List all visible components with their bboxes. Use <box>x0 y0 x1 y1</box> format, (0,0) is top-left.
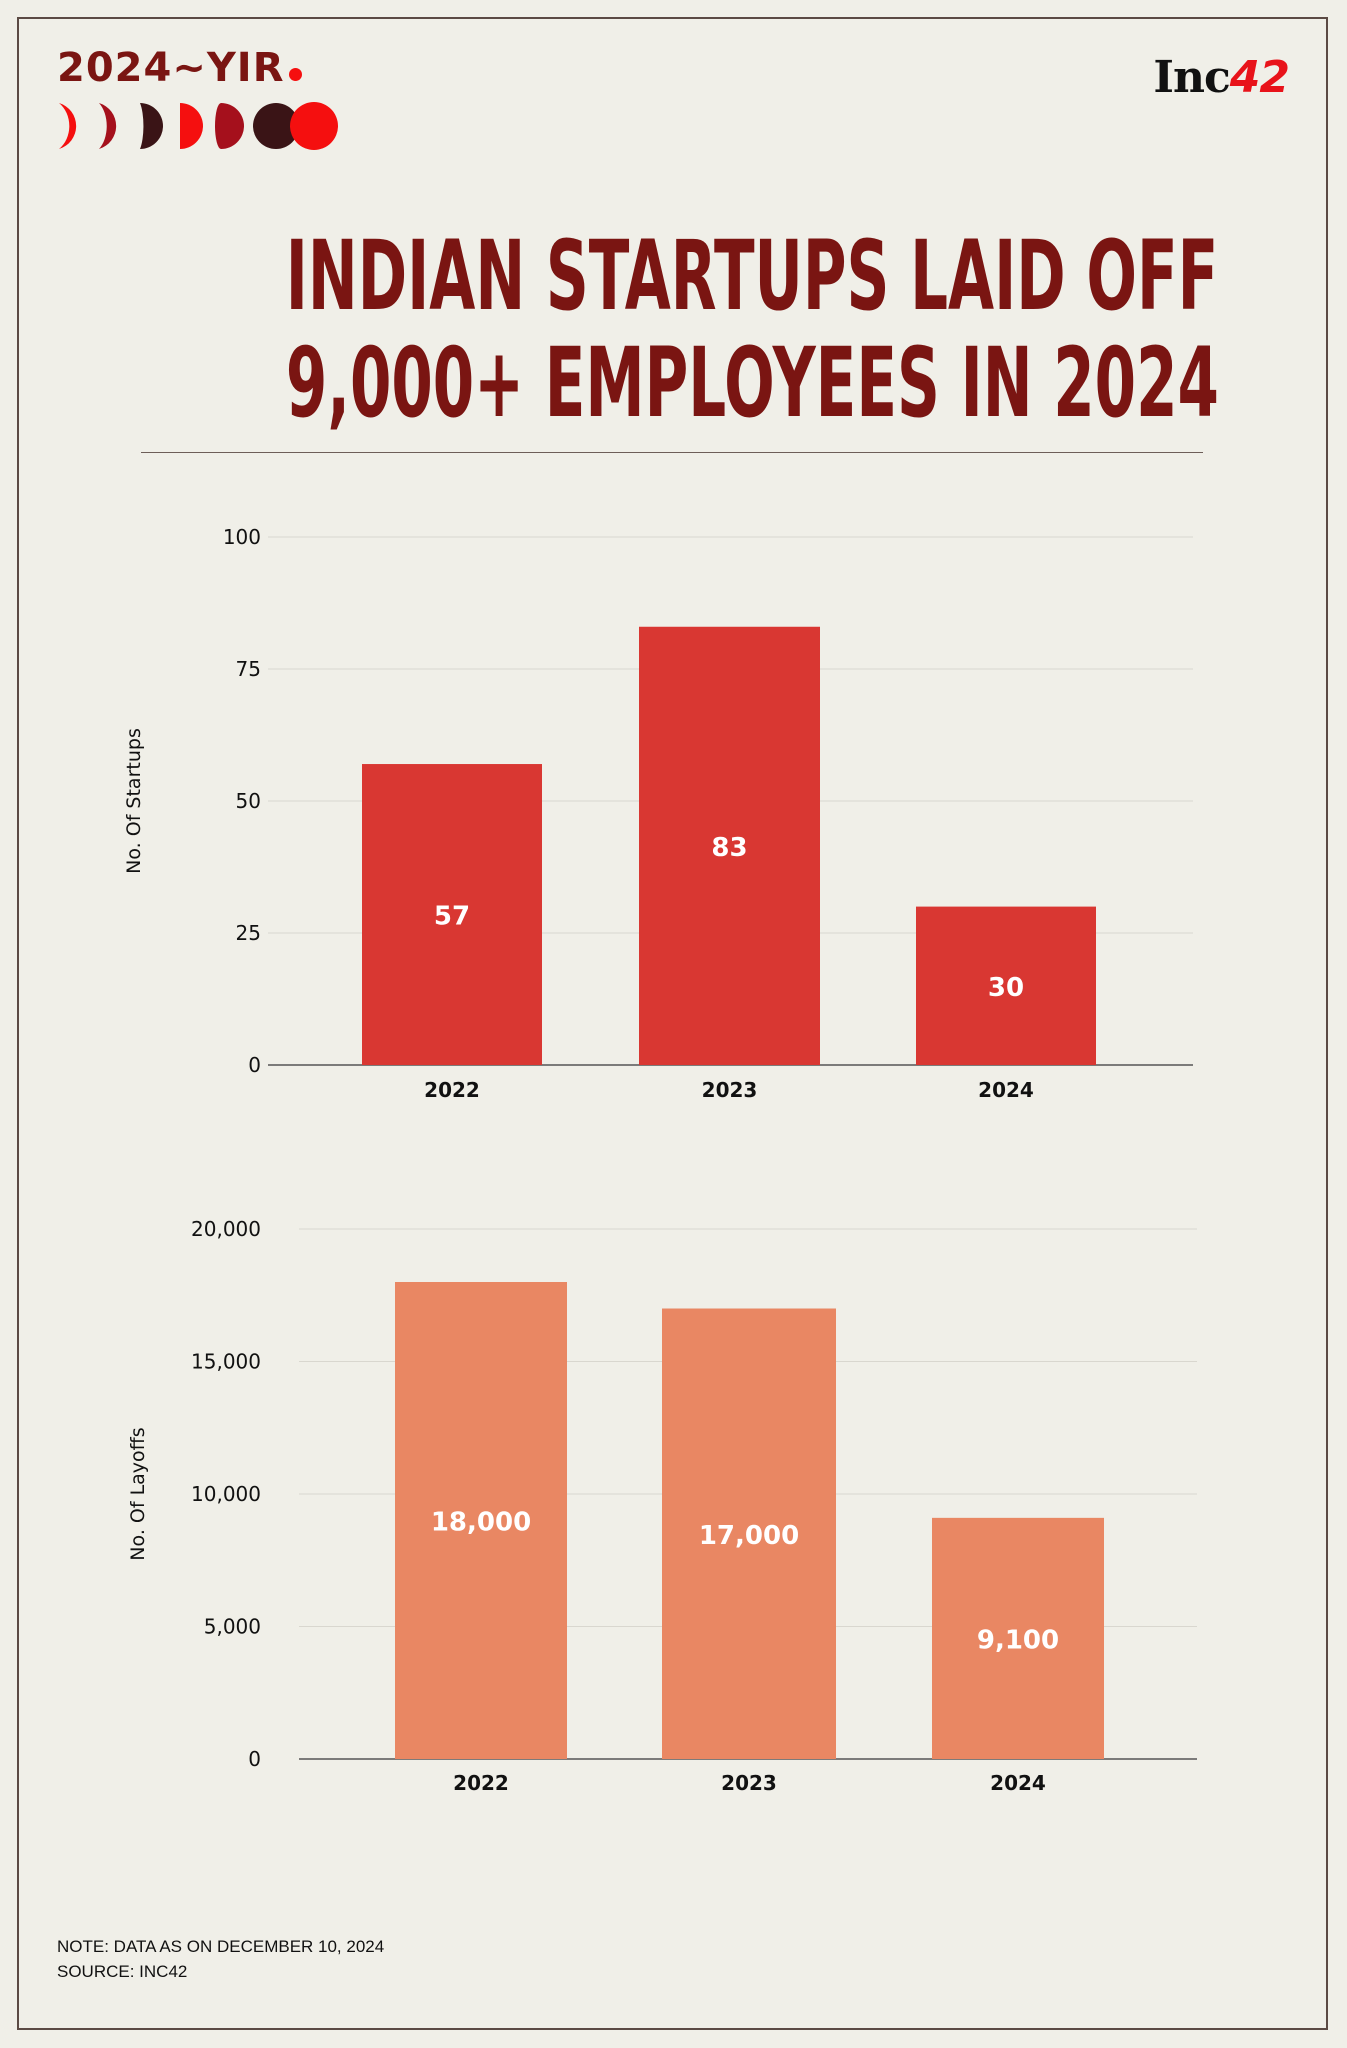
yir-dot-icon <box>288 68 302 81</box>
layoffs-value-label: 17,000 <box>699 1521 799 1551</box>
startups-y-tick-label: 50 <box>236 789 261 813</box>
footer-source: SOURCE: INC42 <box>57 1962 188 1981</box>
yir-logo: 2024~YIR <box>57 48 302 88</box>
layoffs-bar-2024 <box>932 1517 1104 1759</box>
startups-y-tick-label: 0 <box>248 1053 261 1077</box>
inc42-logo-text: Inc <box>1153 52 1230 103</box>
startups-bar-2022 <box>362 764 542 1065</box>
layoffs-y-tick-label: 5,000 <box>204 1615 261 1639</box>
startups-value-label: 30 <box>988 973 1024 1003</box>
layoffs-x-tick-label: 2022 <box>453 1771 509 1795</box>
title-line-2: 9,000+ EMPLOYEES IN 2024 <box>0 335 1347 431</box>
startups-bar-2023 <box>639 626 820 1065</box>
layoffs-bar-2022 <box>395 1282 567 1759</box>
footer-note: NOTE: DATA AS ON DECEMBER 10, 2024 <box>57 1937 385 1956</box>
layoffs-value-label: 18,000 <box>431 1508 531 1538</box>
startups-y-tick-label: 25 <box>236 921 261 945</box>
title-line-1: INDIAN STARTUPS LAID OFF <box>0 228 1347 324</box>
layoffs-x-tick-label: 2023 <box>721 1771 777 1795</box>
startups-bar-2024 <box>916 906 1096 1065</box>
startups-y-axis-label: No. Of Startups <box>123 728 145 874</box>
layoffs-value-label: 9,100 <box>977 1625 1059 1655</box>
layoffs-y-tick-label: 15,000 <box>191 1350 261 1374</box>
startups-x-tick-label: 2022 <box>424 1078 480 1102</box>
inc42-logo: Inc42 <box>1153 52 1290 103</box>
layoffs-y-tick-label: 20,000 <box>191 1217 261 1241</box>
startups-value-label: 57 <box>434 902 470 932</box>
startups-y-tick-label: 75 <box>236 657 261 681</box>
startups-x-tick-label: 2024 <box>978 1078 1034 1102</box>
layoffs-y-tick-label: 10,000 <box>191 1482 261 1506</box>
startups-x-tick-label: 2023 <box>702 1078 758 1102</box>
moon-phases-icon <box>59 102 338 150</box>
title-divider <box>141 452 1203 453</box>
startups-value-label: 83 <box>711 833 747 863</box>
yir-logo-text: 2024~YIR <box>57 45 285 91</box>
startups-y-tick-label: 100 <box>223 525 261 549</box>
layoffs-y-axis-label: No. Of Layoffs <box>127 1427 149 1560</box>
frame-border <box>17 17 1328 2030</box>
inc42-logo-number: 42 <box>1229 52 1290 103</box>
layoffs-y-tick-label: 0 <box>248 1747 261 1771</box>
title-line-2-text: 9,000+ EMPLOYEES IN 2024 <box>285 327 1219 439</box>
layoffs-bar-2023 <box>662 1308 836 1759</box>
title-line-1-text: INDIAN STARTUPS LAID OFF <box>285 220 1219 332</box>
layoffs-x-tick-label: 2024 <box>990 1771 1046 1795</box>
